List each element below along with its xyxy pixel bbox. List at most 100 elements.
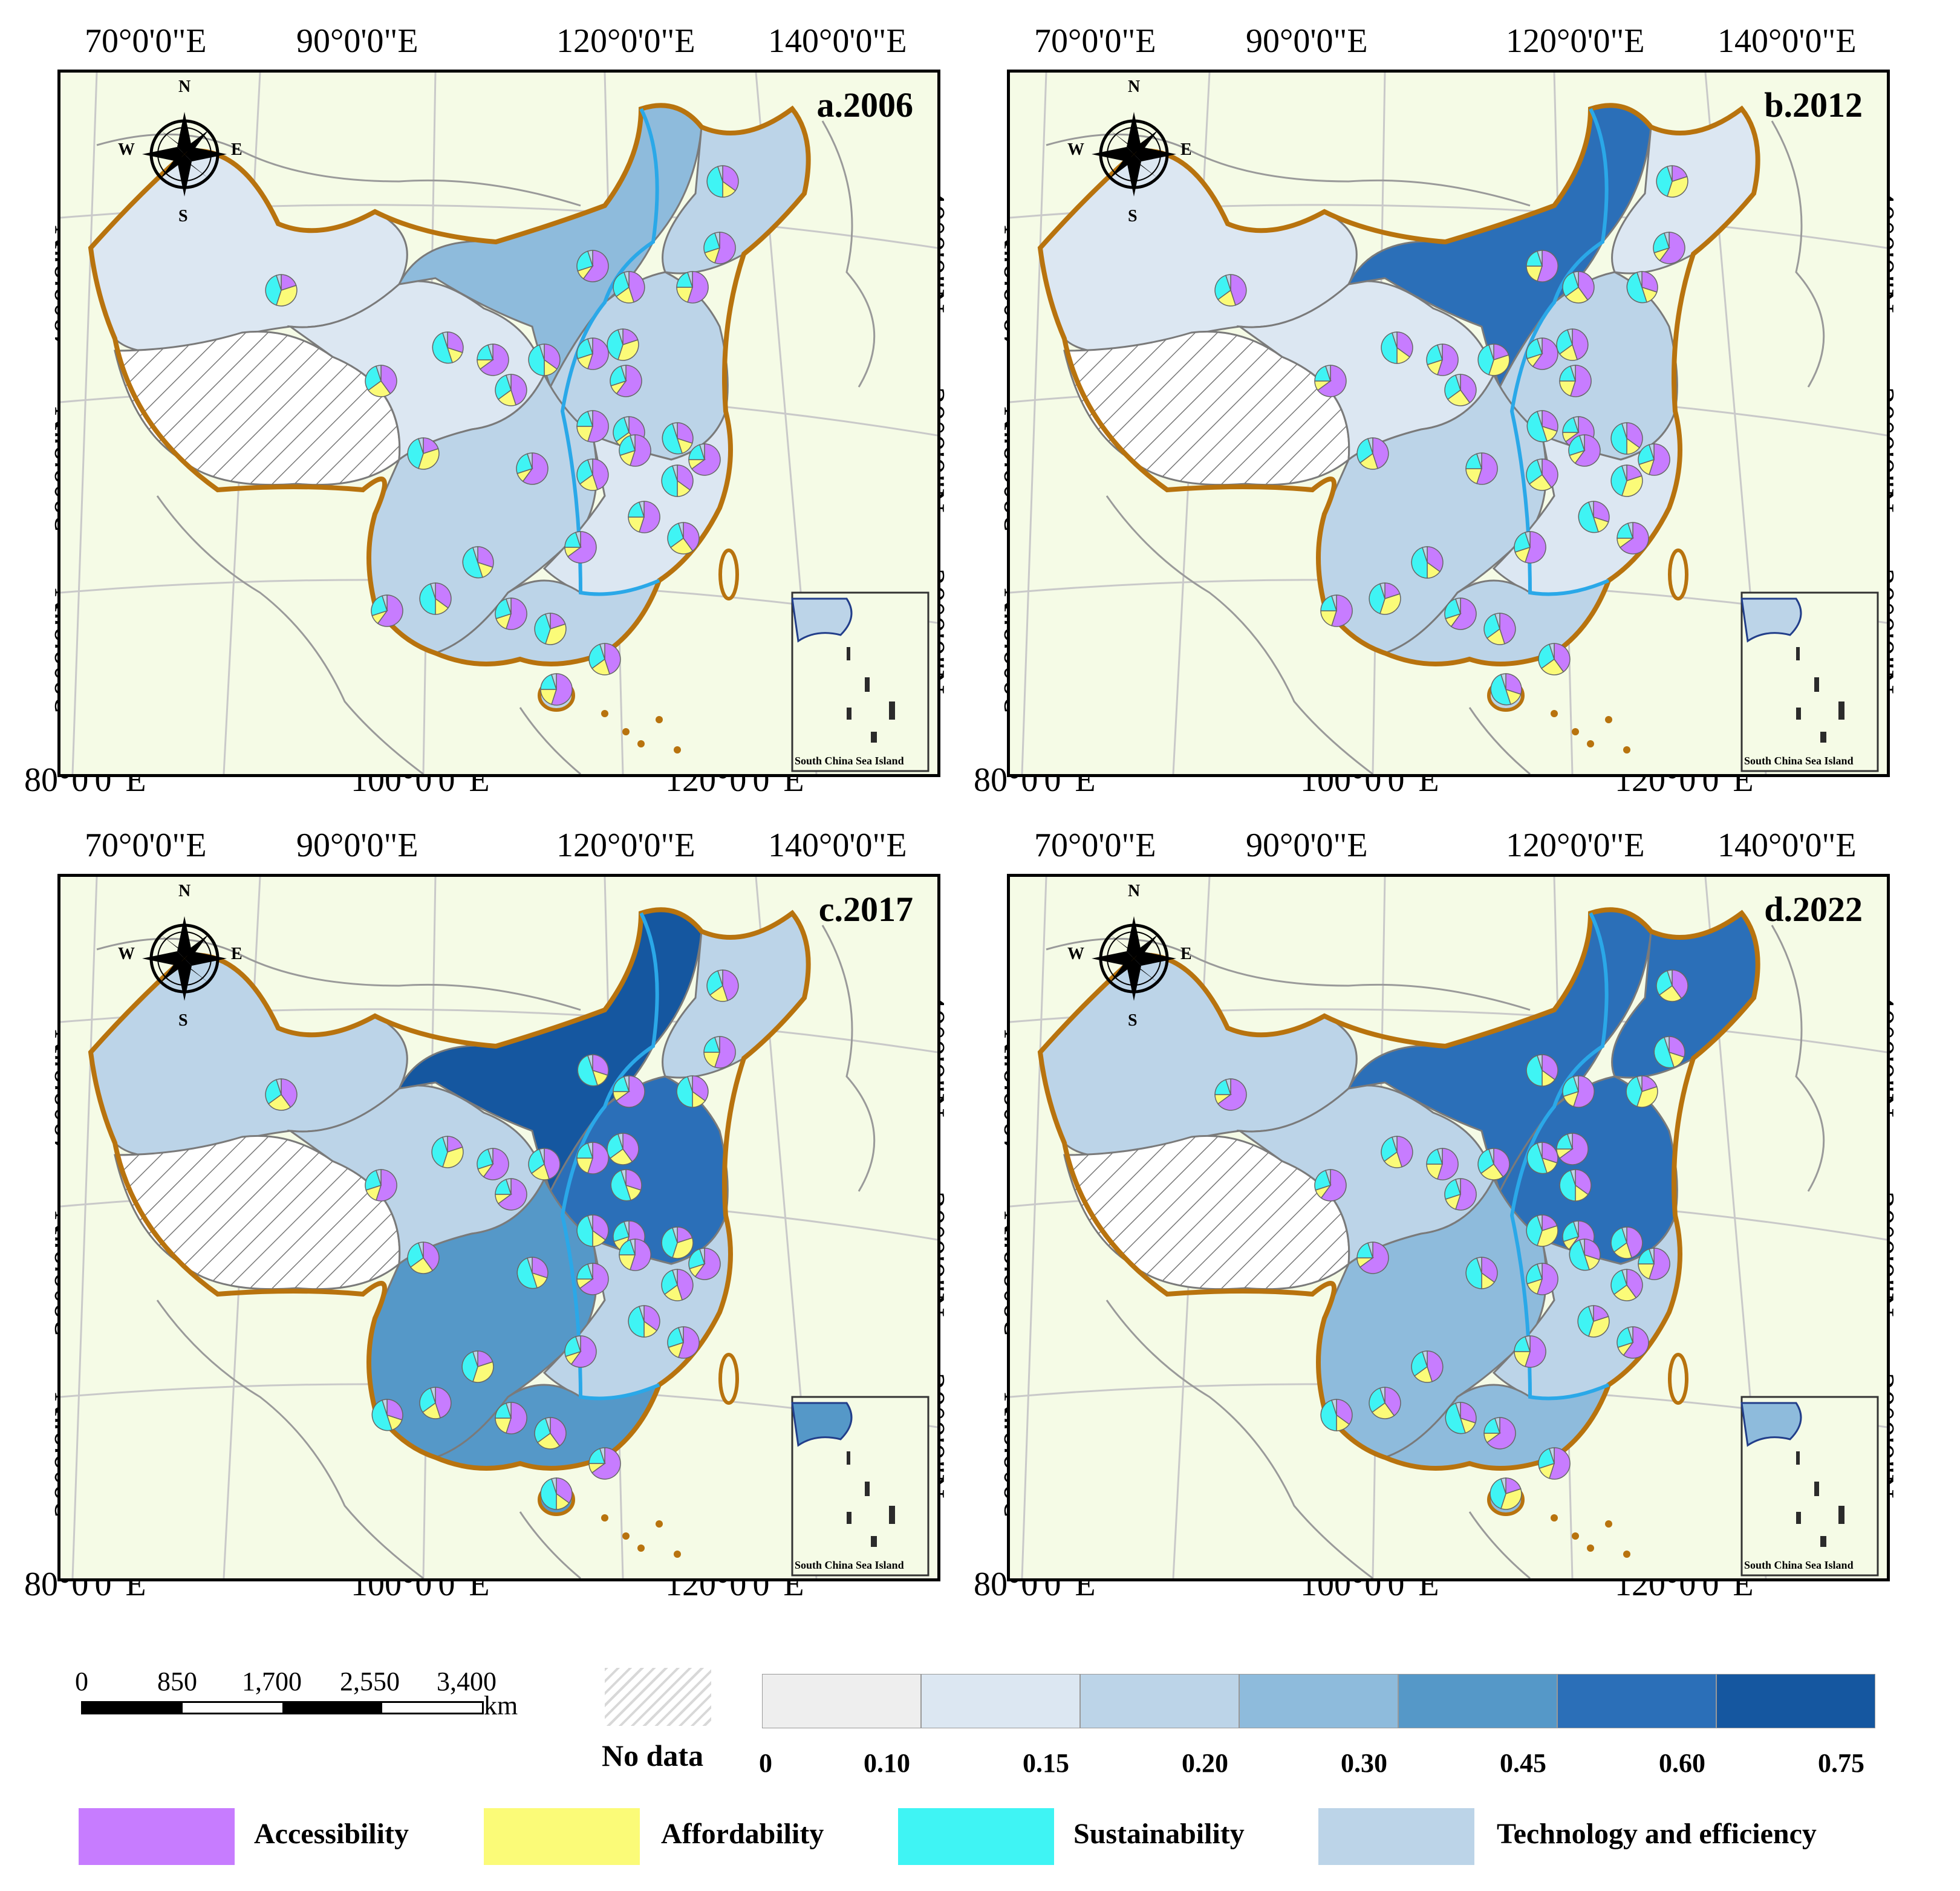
inset-label: South China Sea Island	[795, 755, 904, 767]
province-pie	[1526, 410, 1558, 443]
province-pie	[1559, 365, 1592, 397]
pie-slice	[1638, 444, 1655, 465]
pie-slice	[536, 1432, 561, 1450]
province-pie	[1526, 1054, 1558, 1087]
province-pie	[1320, 1399, 1353, 1431]
pie-slice	[267, 1093, 291, 1111]
compass-s: S	[178, 1011, 188, 1030]
top-lon-label: 70°0'0"E	[85, 22, 207, 60]
pie-slice	[1610, 1227, 1627, 1253]
pie-slice	[1455, 1178, 1461, 1195]
pie-slice	[1480, 1163, 1504, 1180]
pie-slice	[495, 598, 512, 619]
compass-n: N	[1128, 77, 1141, 96]
province-pie	[1320, 594, 1353, 627]
category-label: Accessibility	[254, 1818, 409, 1850]
province-pie	[576, 1214, 609, 1247]
province-pie	[419, 582, 452, 615]
pie-slice	[1396, 331, 1413, 358]
pie-charts	[265, 165, 739, 706]
pie-slice	[551, 673, 557, 690]
province-pie	[1444, 1178, 1477, 1211]
pie-slice	[419, 583, 436, 615]
pie-slice	[1574, 434, 1601, 467]
pie-slice	[1444, 374, 1461, 400]
pie-slice	[623, 271, 630, 288]
inset-coast	[791, 597, 853, 643]
pie-slice	[1653, 232, 1670, 253]
pie-slice	[516, 453, 533, 474]
compass-n: N	[178, 77, 191, 96]
ramp-class-4	[1398, 1674, 1557, 1728]
pie-slice	[628, 1306, 645, 1338]
province-pie	[534, 613, 567, 645]
pie-slice	[544, 343, 561, 370]
province-pie	[1356, 1242, 1389, 1274]
pie-slice	[625, 1169, 642, 1191]
pie-slice	[576, 250, 593, 272]
top-lon-label: 90°0'0"E	[296, 22, 418, 60]
map-panel-a: 70°0'0"E 90°0'0"E 120°0'0"E 140°0'0"E 80°0'0…	[0, 0, 968, 810]
economic-zone-border	[560, 108, 660, 596]
province-pie	[1314, 365, 1347, 397]
province-pie	[577, 1054, 609, 1087]
pie-slice	[1411, 1351, 1428, 1377]
pie-slice	[1588, 501, 1594, 518]
pie-slice	[528, 344, 545, 376]
pie-slice	[265, 1079, 282, 1105]
national-border	[1037, 907, 1760, 1471]
province-pie	[516, 452, 549, 485]
pie-slice	[1455, 374, 1461, 391]
pie-slice	[1537, 1142, 1543, 1159]
inset-label: South China Sea Island	[795, 1559, 904, 1571]
pie-slice	[599, 643, 605, 660]
pie-slice	[371, 1399, 392, 1431]
pie-slice	[706, 970, 723, 996]
province-pie	[1465, 452, 1498, 485]
top-lon-label: 120°0'0"E	[556, 827, 695, 864]
pie-slice	[1455, 1402, 1461, 1419]
pie-slice	[577, 1055, 598, 1087]
scale-tick-2550: 2,550	[340, 1667, 400, 1696]
economic-zone-border	[1509, 912, 1610, 1401]
province-groups	[90, 908, 810, 1470]
province-pie	[365, 1169, 397, 1202]
pie-slice	[544, 1148, 561, 1180]
pie-slice	[1575, 1169, 1592, 1196]
pie-slice	[717, 165, 723, 182]
compass-e: E	[231, 140, 243, 159]
pie-slice	[495, 374, 512, 400]
province-pie	[1477, 1148, 1510, 1180]
pie-slice	[1514, 532, 1531, 553]
province-groups	[90, 104, 810, 665]
pie-slice	[1556, 329, 1573, 355]
province-pie	[1526, 458, 1558, 491]
top-lon-label: 120°0'0"E	[556, 22, 695, 60]
pie-slice	[1567, 1133, 1573, 1150]
ramp-class-6	[1716, 1674, 1875, 1728]
pie-slice	[1500, 1477, 1506, 1494]
pie-slice	[1542, 1054, 1558, 1081]
pie-slice	[1672, 969, 1688, 1000]
pie-slice	[545, 1417, 551, 1434]
pie-slice	[591, 1447, 621, 1480]
pie-slice	[1317, 365, 1347, 397]
province-pie	[1578, 501, 1610, 533]
pie-slice	[539, 1148, 545, 1165]
pie-slice	[1465, 1257, 1482, 1289]
top-lon-label: 90°0'0"E	[296, 827, 418, 864]
province-pie	[1656, 969, 1688, 1002]
pie-slice	[1493, 1148, 1510, 1178]
pie-slice	[576, 1215, 593, 1247]
province-pie	[1526, 1142, 1558, 1174]
pie-slice	[1558, 1133, 1589, 1165]
top-lon-label: 140°0'0"E	[1717, 22, 1857, 60]
pie-slice	[1627, 522, 1633, 539]
pie-slice	[1488, 1148, 1494, 1165]
pie-slice	[1588, 1305, 1594, 1322]
inset-islands	[847, 1451, 895, 1547]
pie-slice	[418, 1242, 424, 1258]
compass-e: E	[1180, 140, 1192, 159]
province-pie	[1556, 1133, 1589, 1165]
